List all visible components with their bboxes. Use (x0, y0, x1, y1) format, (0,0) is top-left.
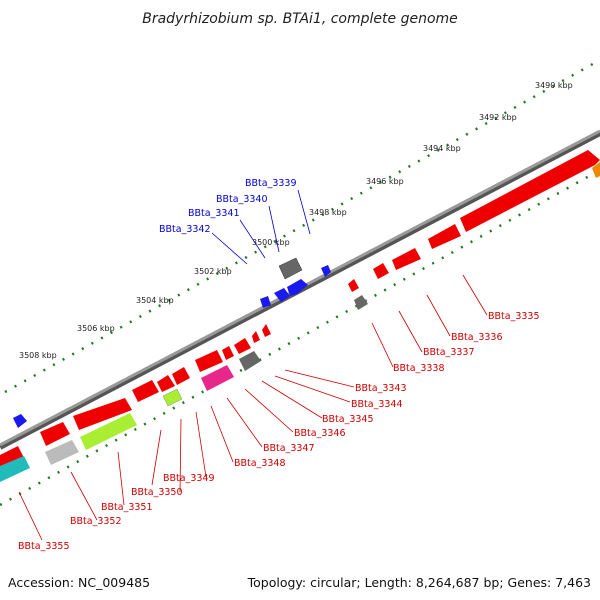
leader-bbta-3344 (274, 375, 351, 403)
leader-bbta-3340 (268, 205, 280, 253)
label-bbta-3344[interactable]: BBta_3344 (351, 399, 403, 410)
gene-bbta-3345[interactable] (234, 338, 251, 354)
leader-bbta-3336 (426, 294, 451, 337)
reverse-leaders (18, 274, 488, 541)
label-bbta-3339[interactable]: BBta_3339 (245, 178, 297, 189)
leader-bbta-3343 (284, 369, 355, 388)
gene-red-mid-a[interactable] (172, 367, 190, 385)
label-bbta-3340[interactable]: BBta_3340 (216, 194, 268, 205)
map-title: Bradyrhizobium sp. BTAi1, complete genom… (142, 11, 458, 27)
ruler-label-3496: 3496 kbp (366, 177, 404, 186)
ruler-label-3498: 3498 kbp (309, 208, 347, 217)
genome-summary-text: Topology: circular; Length: 8,264,687 bp… (247, 575, 591, 590)
gene-pink[interactable] (201, 365, 234, 391)
inner-ruler-track (0, 168, 600, 507)
gene-bbta-3338[interactable] (373, 263, 389, 279)
gene-bbta-3352[interactable] (45, 440, 79, 465)
label-bbta-3350[interactable]: BBta_3350 (131, 487, 183, 498)
accession-text: Accession: NC_009485 (8, 575, 150, 590)
label-bbta-3351[interactable]: BBta_3351 (101, 502, 153, 513)
ruler-label-3506: 3506 kbp (77, 324, 115, 333)
gene-gray-small[interactable] (354, 295, 368, 310)
gene-bbta-3342[interactable] (260, 296, 271, 308)
gene-blue-left[interactable] (13, 414, 27, 428)
leader-bbta-3349 (195, 411, 207, 478)
label-bbta-3347[interactable]: BBta_3347 (263, 443, 315, 454)
leader-bbta-3355 (70, 471, 98, 521)
outer-ruler-track (4, 58, 600, 394)
gene-cyan-edge[interactable] (0, 456, 30, 482)
gene-orange-edge[interactable] (592, 162, 600, 178)
leader-bbta-3338 (371, 322, 394, 368)
label-bbta-3336[interactable]: BBta_3336 (451, 332, 503, 343)
leader-bbta-3351 (151, 429, 162, 486)
ruler-label-3500: 3500 kbp (252, 238, 290, 247)
gene-bbta-3337[interactable] (392, 248, 421, 270)
gene-bbta-3335[interactable] (460, 150, 600, 232)
gene-bbta-3347[interactable] (222, 346, 234, 360)
leader-bbta-3341 (239, 219, 266, 259)
ruler-label-3494: 3494 kbp (423, 144, 461, 153)
gene-bbta-3344[interactable] (252, 331, 260, 343)
leader-bbta-3355-b (18, 491, 43, 541)
label-bbta-3346[interactable]: BBta_3346 (294, 428, 346, 439)
gene-bbta-3340[interactable] (287, 279, 308, 296)
ruler-label-3502: 3502 kbp (194, 267, 232, 276)
leader-bbta-3346 (244, 388, 294, 433)
leader-bbta-3339 (297, 189, 311, 235)
label-bbta-3342[interactable]: BBta_3342 (159, 224, 211, 235)
label-bbta-3341[interactable]: BBta_3341 (188, 208, 240, 219)
label-bbta-3343[interactable]: BBta_3343 (355, 383, 407, 394)
gene-red-left[interactable] (40, 422, 70, 446)
leader-bbta-3348 (210, 405, 234, 463)
leader-bbta-3350 (179, 418, 182, 493)
label-bbta-3337[interactable]: BBta_3337 (423, 347, 475, 358)
leader-bbta-3352 (117, 451, 125, 506)
gene-bbta-3350[interactable] (132, 380, 159, 402)
label-bbta-3348[interactable]: BBta_3348 (234, 458, 286, 469)
ruler-label-3490: 3490 kbp (535, 81, 573, 90)
gene-bbta-3348[interactable] (195, 350, 223, 372)
gene-blue-small[interactable] (321, 265, 331, 277)
gene-bbta-3343[interactable] (262, 324, 271, 337)
ruler-label-3492: 3492 kbp (479, 113, 517, 122)
gene-red-small-a[interactable] (348, 279, 359, 292)
forward-genes (13, 257, 331, 428)
gene-lime-long[interactable] (80, 413, 137, 450)
gene-bbta-3341[interactable] (274, 288, 290, 302)
ruler-label-3504: 3504 kbp (136, 296, 174, 305)
gene-bbta-3349[interactable] (162, 388, 183, 407)
gene-bbta-3351[interactable] (73, 398, 132, 430)
leader-bbta-3335 (462, 274, 488, 316)
label-bbta-3338[interactable]: BBta_3338 (393, 363, 445, 374)
label-bbta-3349[interactable]: BBta_3349 (163, 473, 215, 484)
leader-bbta-3342 (211, 232, 248, 265)
leader-bbta-3347 (226, 397, 263, 448)
gene-red-mid-b[interactable] (157, 375, 175, 392)
label-bbta-3335[interactable]: BBta_3335 (488, 311, 540, 322)
ruler-label-3508: 3508 kbp (19, 351, 57, 360)
label-bbta-3352[interactable]: BBta_3352 (70, 516, 122, 527)
forward-leaders (211, 189, 311, 265)
leader-bbta-3345 (261, 380, 323, 419)
label-bbta-3355[interactable]: BBta_3355 (18, 541, 70, 552)
gene-bbta-3336[interactable] (428, 224, 461, 249)
leader-bbta-3337 (398, 310, 423, 353)
reverse-genes (0, 150, 600, 482)
label-bbta-3345[interactable]: BBta_3345 (322, 414, 374, 425)
gene-bbta-3339[interactable] (278, 257, 303, 280)
gene-bbta-3346[interactable] (239, 351, 261, 371)
